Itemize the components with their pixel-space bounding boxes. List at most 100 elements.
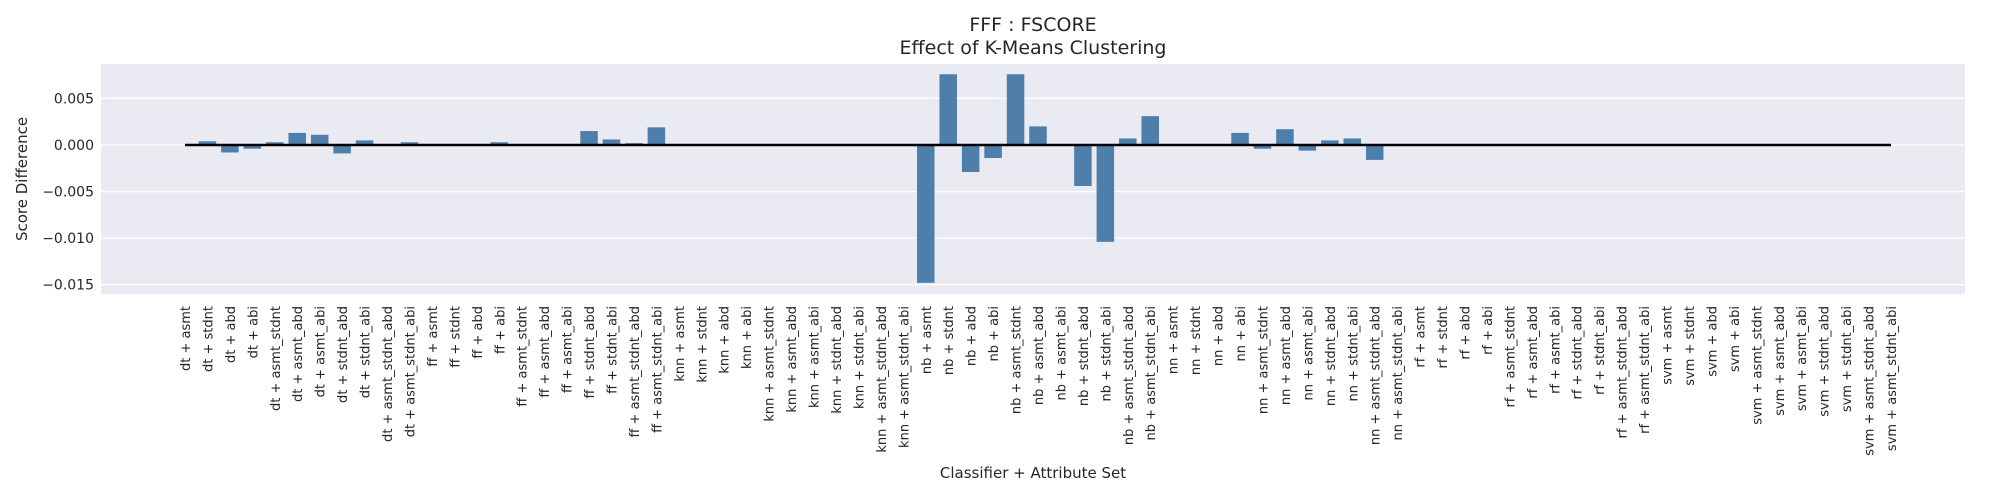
x-tick-label: nn + stdnt_abd bbox=[1324, 306, 1339, 406]
x-tick-label: knn + asmt_stdnt_abi bbox=[897, 306, 912, 448]
x-tick-label: knn + asmt bbox=[673, 306, 688, 382]
x-tick-label: nb + asmt_stdnt_abd bbox=[1122, 306, 1137, 445]
bar bbox=[580, 131, 598, 146]
x-tick-label: dt + asmt_stdnt bbox=[269, 306, 284, 411]
y-tick-label: 0.000 bbox=[54, 138, 94, 154]
bar bbox=[917, 145, 935, 283]
x-tick-label: rf + stdnt bbox=[1436, 306, 1451, 369]
y-tick-label: 0.005 bbox=[54, 91, 94, 107]
x-tick-label: nb + abd bbox=[965, 306, 980, 366]
x-tick-label: nn + asmt_stdnt bbox=[1256, 306, 1271, 414]
x-tick-label: nb + asmt_abd bbox=[1032, 306, 1047, 405]
chart-subtitle: Effect of K-Means Clustering bbox=[900, 37, 1167, 59]
bar bbox=[1343, 138, 1362, 146]
x-tick-label: svm + asmt bbox=[1661, 306, 1676, 385]
plot-area bbox=[101, 64, 1965, 294]
x-tick-label: svm + abd bbox=[1705, 306, 1720, 377]
x-tick-label: svm + asmt_stdnt_abd bbox=[1863, 306, 1878, 456]
x-tick-label: dt + asmt_abi bbox=[314, 306, 329, 397]
x-tick-label: knn + asmt_abi bbox=[808, 306, 823, 408]
x-tick-label: svm + asmt_abi bbox=[1795, 306, 1810, 411]
x-tick-label: nn + asmt_stdnt_abd bbox=[1369, 306, 1384, 445]
x-tick-label: rf + stdnt_abd bbox=[1571, 306, 1586, 400]
x-tick-labels: dt + asmt dt + stdnt dt + abd dt + abi dt + … bbox=[179, 306, 1900, 456]
x-tick-label: ff + asmt_stdnt_abi bbox=[650, 306, 665, 433]
y-tick-labels: 0.005 0.000 −0.005 −0.010 −0.015 bbox=[42, 91, 94, 293]
x-tick-label: nb + abi bbox=[987, 306, 1002, 361]
x-tick-label: knn + asmt_stdnt_abd bbox=[875, 306, 890, 453]
x-tick-label: dt + stdnt_abd bbox=[336, 306, 351, 403]
x-tick-label: rf + abi bbox=[1481, 306, 1496, 355]
x-tick-label: dt + asmt_abd bbox=[291, 306, 306, 402]
y-tick-label: −0.015 bbox=[42, 278, 94, 294]
x-tick-label: nn + asmt_stdnt_abi bbox=[1391, 306, 1406, 440]
x-tick-label: rf + asmt_stdnt_abi bbox=[1638, 306, 1653, 434]
x-tick-label: knn + asmt_abd bbox=[785, 306, 800, 413]
x-tick-label: rf + abd bbox=[1459, 306, 1474, 360]
bar bbox=[1119, 138, 1137, 146]
x-tick-label: ff + abd bbox=[471, 306, 486, 359]
x-tick-label: ff + abi bbox=[493, 306, 508, 354]
bar bbox=[1006, 74, 1025, 146]
bar bbox=[221, 145, 239, 153]
bar bbox=[1096, 145, 1115, 242]
x-tick-label: knn + abi bbox=[740, 306, 755, 369]
x-tick-label: knn + stdnt_abd bbox=[830, 306, 845, 414]
x-tick-label: nn + abd bbox=[1212, 306, 1227, 366]
x-tick-label: svm + asmt_stdnt_abi bbox=[1885, 306, 1900, 451]
bar bbox=[1074, 145, 1092, 186]
bar bbox=[961, 145, 980, 173]
x-tick-label: rf + asmt_stdnt bbox=[1503, 306, 1518, 408]
bar bbox=[1365, 145, 1384, 160]
x-tick-label: dt + asmt_stdnt_abi bbox=[403, 306, 418, 437]
x-tick-label: ff + asmt_stdnt bbox=[516, 306, 531, 407]
bar bbox=[647, 127, 666, 146]
x-tick-label: nn + stdnt_abi bbox=[1346, 306, 1361, 401]
bar bbox=[1029, 126, 1047, 146]
y-tick-label: −0.010 bbox=[42, 231, 94, 247]
x-tick-label: ff + stdnt_abi bbox=[606, 306, 621, 394]
bar bbox=[198, 141, 217, 146]
x-tick-label: ff + stdnt bbox=[448, 306, 463, 368]
bar bbox=[288, 132, 306, 146]
x-tick-label: nb + stdnt_abd bbox=[1077, 306, 1092, 406]
x-tick-label: svm + asmt_stdnt bbox=[1750, 306, 1765, 425]
bar bbox=[400, 142, 419, 146]
x-tick-label: knn + stdnt_abi bbox=[852, 306, 867, 409]
x-tick-label: rf + asmt_abi bbox=[1548, 306, 1563, 394]
x-tick-label: nn + asmt bbox=[1167, 306, 1182, 374]
x-tick-label: rf + asmt_abd bbox=[1526, 306, 1541, 399]
x-tick-label: nn + stdnt bbox=[1189, 306, 1204, 375]
bars bbox=[198, 74, 1384, 283]
x-tick-label: rf + stdnt_abi bbox=[1593, 306, 1608, 395]
bar bbox=[490, 142, 509, 146]
bar bbox=[1141, 116, 1159, 146]
x-tick-label: nn + asmt_abd bbox=[1279, 306, 1294, 405]
bar bbox=[266, 142, 284, 146]
x-tick-label: svm + stdnt bbox=[1683, 306, 1698, 386]
x-tick-label: nb + asmt_stdnt_abi bbox=[1144, 306, 1159, 440]
chart-title: FFF : FSCORE bbox=[969, 14, 1096, 36]
bar bbox=[1298, 145, 1317, 151]
bar bbox=[1321, 140, 1339, 146]
bar bbox=[310, 134, 329, 146]
bar bbox=[939, 74, 957, 146]
x-tick-label: ff + asmt_abd bbox=[538, 306, 553, 398]
x-tick-label: dt + abd bbox=[224, 306, 239, 363]
y-axis-label: Score Difference bbox=[13, 117, 31, 241]
bar bbox=[355, 140, 374, 146]
x-tick-label: svm + stdnt_abd bbox=[1818, 306, 1833, 417]
x-tick-label: ff + asmt_stdnt_abd bbox=[628, 306, 643, 438]
x-tick-label: ff + stdnt_abd bbox=[583, 306, 598, 399]
bar bbox=[1231, 132, 1249, 146]
x-tick-label: ff + asmt bbox=[426, 306, 441, 367]
x-tick-label: nb + stdnt_abi bbox=[1099, 306, 1114, 401]
x-tick-label: dt + stdnt bbox=[201, 306, 216, 372]
y-tick-label: −0.005 bbox=[42, 185, 94, 201]
x-tick-label: nb + asmt_stdnt bbox=[1010, 306, 1025, 414]
x-tick-label: knn + abd bbox=[718, 306, 733, 374]
x-tick-label: dt + stdnt_abi bbox=[359, 306, 374, 398]
x-tick-label: nb + asmt bbox=[920, 306, 935, 374]
x-tick-label: nb + asmt_abi bbox=[1054, 306, 1069, 400]
